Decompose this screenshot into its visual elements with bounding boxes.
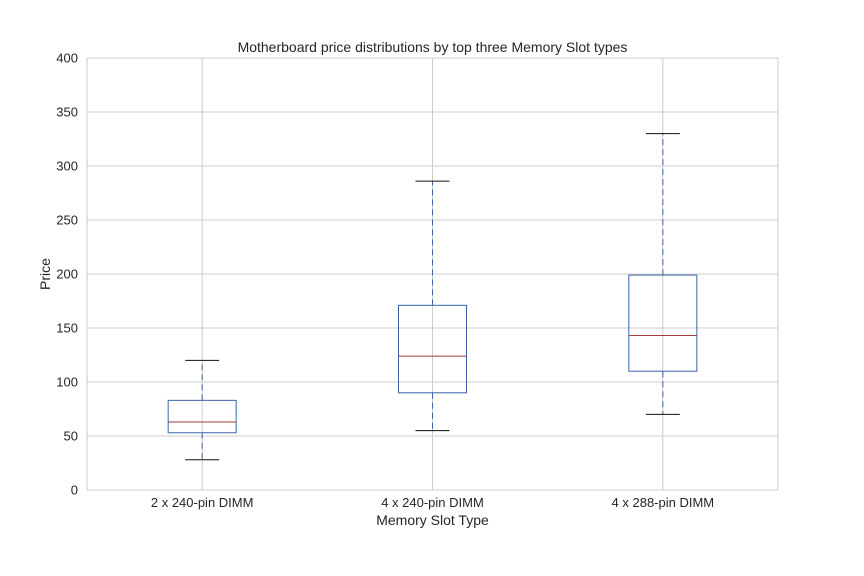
y-tick-label: 250 (56, 213, 78, 228)
y-tick-label: 50 (64, 429, 78, 444)
x-tick-label: 4 x 240-pin DIMM (381, 495, 484, 510)
tick-layer: 0 50 100 150 200 250 300 350 400 2 x 240-pin DIMM… (56, 51, 714, 511)
box-layer (167, 133, 698, 461)
iqr-box (167, 399, 237, 434)
x-tick-label: 4 x 288-pin DIMM (612, 495, 715, 510)
x-tick-label: 2 x 240-pin DIMM (151, 495, 254, 510)
y-tick-label: 300 (56, 159, 78, 174)
y-tick-label: 200 (56, 267, 78, 282)
y-tick-label: 400 (56, 51, 78, 66)
y-axis-title: Price (37, 258, 53, 290)
box-group (398, 180, 467, 432)
y-tick-label: 0 (71, 483, 78, 498)
box-group (628, 133, 698, 415)
y-tick-label: 100 (56, 375, 78, 390)
y-tick-label: 150 (56, 321, 78, 336)
y-tick-label: 350 (56, 105, 78, 120)
plot-frame (86, 57, 779, 491)
x-axis-title: Memory Slot Type (376, 512, 489, 528)
chart-title: Motherboard price distributions by top t… (238, 39, 628, 55)
box-group (167, 359, 237, 461)
iqr-box (398, 304, 467, 394)
iqr-box (628, 274, 698, 372)
